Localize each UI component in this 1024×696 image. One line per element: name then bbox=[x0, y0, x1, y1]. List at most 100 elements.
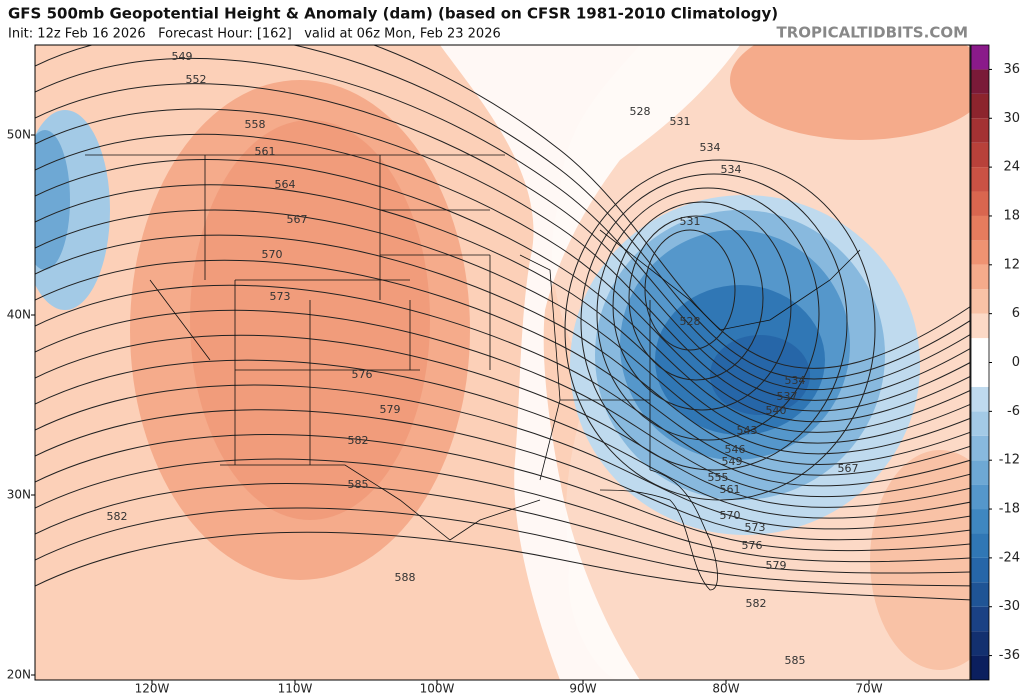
contour-label: 588 bbox=[395, 571, 416, 584]
colorbar-band bbox=[971, 435, 989, 461]
height-contour bbox=[35, 434, 970, 552]
contour-label: 534 bbox=[721, 163, 742, 176]
height-contour bbox=[35, 409, 970, 541]
contour-label: 576 bbox=[742, 539, 763, 552]
contour-label: 531 bbox=[680, 215, 701, 228]
colorbar-band bbox=[971, 411, 989, 436]
colorbar-label: 6 bbox=[1012, 306, 1020, 321]
contour-label: 534 bbox=[785, 374, 806, 387]
contour-label: 540 bbox=[766, 404, 787, 417]
lon-label: 120W bbox=[135, 682, 170, 696]
colorbar-label: 30 bbox=[1003, 111, 1020, 126]
contour-label: 537 bbox=[777, 390, 798, 403]
colorbar-band bbox=[971, 93, 989, 119]
colorbar-band bbox=[971, 509, 989, 534]
lat-label: 20N bbox=[7, 668, 31, 682]
title: GFS 500mb Geopotential Height & Anomaly … bbox=[8, 5, 778, 23]
lon-label: 70W bbox=[855, 682, 882, 696]
colorbar-band bbox=[971, 289, 989, 314]
colorbar-band bbox=[971, 655, 989, 680]
colorbar-band bbox=[971, 386, 989, 412]
colorbar-band bbox=[971, 45, 989, 70]
colorbar-band bbox=[971, 240, 989, 265]
contour-label: 579 bbox=[380, 403, 401, 416]
lat-label: 50N bbox=[7, 128, 31, 142]
lon-label: 80W bbox=[712, 682, 739, 696]
colorbar-band bbox=[971, 264, 989, 290]
anomaly-field bbox=[710, 335, 810, 415]
height-contour bbox=[35, 284, 970, 487]
colorbar-label: -12 bbox=[999, 453, 1020, 468]
contour-label: 579 bbox=[766, 559, 787, 572]
colorbar-label: -30 bbox=[999, 599, 1020, 614]
lon-label: 100W bbox=[420, 682, 455, 696]
colorbar-band bbox=[971, 484, 989, 510]
height-contour bbox=[35, 458, 970, 563]
colorbar-band bbox=[971, 557, 989, 583]
anomaly-field bbox=[440, 45, 740, 680]
colorbar: 36 30 24 18 12 6 0 -6 -12 -18 -24 -30 -36 bbox=[970, 44, 1020, 681]
height-contour bbox=[35, 359, 970, 519]
colorbar-band bbox=[971, 606, 989, 632]
colorbar-band bbox=[971, 313, 989, 339]
colorbar-label: -36 bbox=[999, 648, 1020, 663]
height-contour bbox=[35, 184, 970, 444]
height-contour bbox=[35, 309, 970, 498]
colorbar-band bbox=[971, 215, 989, 241]
contour-label: 585 bbox=[785, 654, 806, 667]
contour-label: 552 bbox=[186, 73, 207, 86]
contour-label: 534 bbox=[700, 141, 721, 154]
contour-label: 570 bbox=[262, 248, 283, 261]
contour-label: 549 bbox=[172, 50, 193, 63]
colorbar-label: 24 bbox=[1003, 160, 1020, 175]
contour-label: 570 bbox=[720, 509, 741, 522]
colorbar-band bbox=[971, 362, 989, 387]
colorbar-label: 18 bbox=[1003, 208, 1020, 223]
colorbar-label: -6 bbox=[1007, 404, 1020, 419]
height-contour bbox=[35, 531, 970, 601]
colorbar-label: 0 bbox=[1012, 355, 1020, 370]
lon-label: 90W bbox=[569, 682, 596, 696]
height-contour bbox=[35, 259, 970, 476]
map bbox=[35, 45, 970, 680]
colorbar-band bbox=[971, 582, 989, 607]
contour-label: 555 bbox=[708, 471, 729, 484]
height-contour bbox=[596, 187, 820, 441]
colorbar-label: 36 bbox=[1003, 62, 1020, 77]
colorbar-label: 12 bbox=[1003, 257, 1020, 272]
colorbar-band bbox=[971, 142, 989, 168]
contour-label: 561 bbox=[255, 145, 276, 158]
height-contour bbox=[35, 483, 970, 574]
colorbar-band bbox=[971, 460, 989, 485]
anomaly-field bbox=[35, 130, 70, 270]
height-contour bbox=[628, 215, 764, 381]
height-contour bbox=[372, 45, 970, 369]
subtitle: Init: 12z Feb 16 2026 Forecast Hour: [16… bbox=[8, 27, 501, 42]
height-contour bbox=[35, 507, 970, 587]
height-contour bbox=[35, 159, 970, 433]
contour-label: 561 bbox=[720, 483, 741, 496]
colorbar-label: -18 bbox=[999, 502, 1020, 517]
contour-label: 528 bbox=[680, 315, 701, 328]
contour-label: 549 bbox=[722, 455, 743, 468]
colorbar-band bbox=[971, 338, 989, 363]
colorbar-band bbox=[971, 167, 989, 192]
lon-label: 110W bbox=[278, 682, 313, 696]
height-contour bbox=[35, 334, 970, 508]
credit: TROPICALTIDBITS.COM bbox=[777, 24, 969, 42]
height-contour bbox=[35, 108, 970, 412]
contour-label: 531 bbox=[670, 115, 691, 128]
contour-label: 528 bbox=[630, 105, 651, 118]
contour-label: 585 bbox=[348, 478, 369, 491]
contour-label: 573 bbox=[270, 290, 291, 303]
lat-label: 40N bbox=[7, 308, 31, 322]
height-contour bbox=[580, 173, 848, 471]
state-borders bbox=[85, 154, 861, 541]
colorbar-band bbox=[971, 69, 989, 94]
anomaly-field bbox=[730, 45, 970, 140]
height-contour bbox=[35, 234, 970, 465]
contour-label: 576 bbox=[352, 368, 373, 381]
contour-label: 567 bbox=[287, 213, 308, 226]
height-contour bbox=[35, 45, 970, 380]
